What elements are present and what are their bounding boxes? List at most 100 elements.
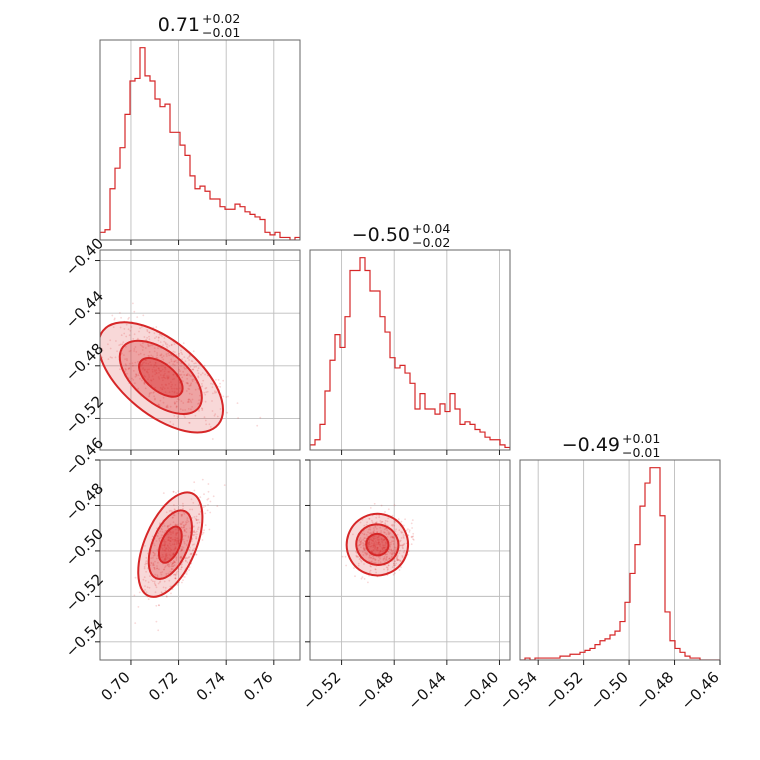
scatter-point — [182, 505, 185, 508]
scatter-point — [167, 546, 170, 549]
scatter-point — [357, 564, 360, 567]
scatter-point — [163, 544, 166, 547]
scatter-point — [392, 564, 395, 567]
scatter-point — [375, 541, 378, 544]
scatter-point — [204, 512, 207, 515]
scatter-point — [188, 569, 190, 571]
scatter-point — [357, 544, 360, 547]
scatter-point — [397, 558, 399, 561]
scatter-point — [146, 562, 148, 565]
scatter-point — [164, 541, 167, 543]
scatter-point — [191, 360, 194, 363]
scatter-point — [153, 582, 156, 585]
scatter-point — [159, 341, 162, 343]
scatter-point — [402, 544, 404, 546]
scatter-point — [149, 575, 151, 577]
scatter-point — [363, 544, 366, 547]
scatter-point — [150, 344, 153, 346]
scatter-point — [190, 382, 193, 385]
scatter-point — [125, 323, 128, 326]
scatter-point — [191, 508, 194, 511]
panel-title-plus: +0.01 — [622, 431, 660, 446]
scatter-point — [134, 375, 137, 378]
scatter-point — [151, 368, 154, 371]
scatter-point — [405, 529, 408, 532]
x-tick-label: −0.52 — [299, 668, 344, 713]
scatter-point — [166, 595, 168, 598]
scatter-point — [149, 361, 152, 363]
scatter-point — [389, 536, 392, 539]
scatter-point — [193, 481, 196, 484]
scatter-point — [372, 542, 375, 545]
scatter-point — [133, 594, 136, 597]
scatter-point — [380, 550, 382, 553]
scatter-point — [383, 557, 386, 560]
scatter-point — [156, 535, 159, 538]
scatter-point — [145, 557, 148, 559]
scatter-point — [377, 562, 380, 565]
contour-fill-1 — [356, 524, 399, 565]
scatter-point — [390, 549, 393, 552]
scatter-point — [182, 342, 185, 345]
scatter-point — [391, 540, 393, 542]
scatter-point — [169, 539, 172, 542]
scatter-point — [159, 374, 162, 376]
scatter-point — [163, 580, 166, 583]
scatter-point — [170, 549, 173, 552]
scatter-point — [168, 391, 171, 393]
scatter-point — [167, 375, 170, 378]
scatter-point — [391, 525, 394, 527]
scatter-point — [172, 532, 175, 534]
scatter-point — [158, 581, 161, 584]
x-tick-label: 0.76 — [240, 668, 276, 704]
scatter-point — [380, 530, 382, 532]
scatter-point — [395, 547, 397, 549]
scatter-point — [364, 551, 366, 554]
scatter-point — [121, 343, 124, 345]
scatter-point — [201, 409, 204, 411]
scatter-point — [396, 558, 398, 561]
scatter-point — [133, 333, 136, 336]
scatter-point — [175, 571, 178, 574]
scatter-point — [370, 556, 372, 559]
scatter-point — [167, 538, 170, 541]
scatter-point — [144, 545, 146, 547]
scatter-point — [393, 572, 396, 575]
scatter-point — [191, 549, 194, 552]
scatter-point — [177, 539, 179, 542]
scatter-point — [169, 540, 172, 543]
scatter-point — [185, 573, 188, 575]
scatter-point — [169, 523, 172, 526]
scatter-point — [375, 521, 378, 524]
histogram-line — [310, 257, 510, 450]
scatter-point — [151, 535, 154, 538]
scatter-point — [166, 375, 169, 377]
scatter-point — [189, 383, 192, 386]
scatter-point — [162, 549, 164, 552]
scatter-point — [176, 539, 178, 542]
scatter-point — [197, 403, 199, 405]
scatter-point — [162, 365, 164, 367]
scatter-point — [142, 346, 145, 349]
panel-1-1: −0.50 +0.04−0.02 — [309, 221, 511, 455]
scatter-point — [207, 483, 210, 485]
scatter-point — [164, 543, 167, 546]
scatter-point — [157, 339, 160, 342]
scatter-point — [215, 391, 218, 394]
scatter-point — [387, 531, 390, 533]
scatter-point — [158, 568, 160, 571]
scatter-point — [164, 553, 167, 556]
scatter-point — [126, 372, 128, 375]
scatter-point — [194, 362, 197, 365]
scatter-point — [164, 530, 167, 532]
scatter-point — [155, 620, 158, 623]
scatter-point — [192, 350, 195, 353]
scatter-point — [175, 541, 178, 544]
scatter-point — [148, 331, 151, 334]
scatter-point — [372, 546, 375, 549]
scatter-point — [400, 520, 403, 523]
panel-title-value: −0.50 — [352, 224, 410, 246]
scatter-point — [144, 579, 147, 582]
scatter-point — [169, 585, 172, 588]
scatter-point — [170, 360, 173, 363]
